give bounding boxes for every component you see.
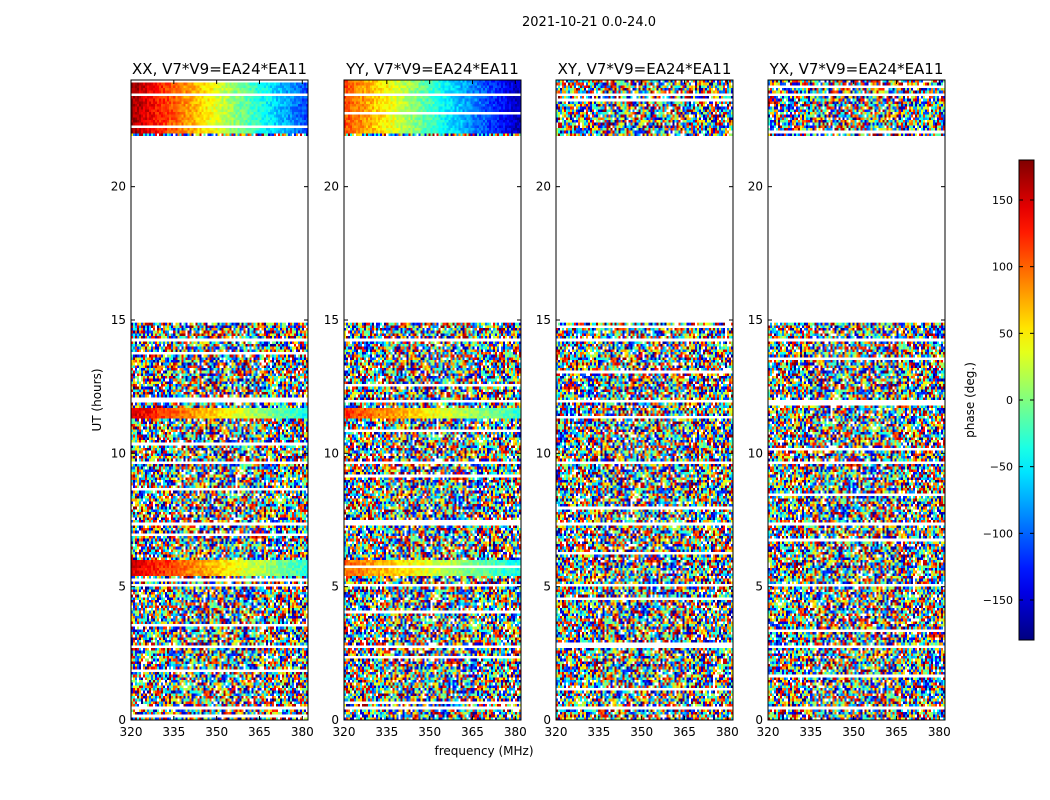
y-tick-label: 20 [324, 180, 339, 194]
y-tick-label: 0 [118, 713, 126, 727]
x-tick-label: 320 [120, 725, 143, 739]
axes-frame [555, 79, 734, 721]
x-axis-label: frequency (MHz) [434, 744, 533, 758]
x-tick-label: 335 [587, 725, 610, 739]
y-tick-label: 10 [111, 446, 126, 460]
x-tick-label: 320 [333, 725, 356, 739]
y-tick-label: 20 [111, 180, 126, 194]
axes-frame [767, 79, 946, 721]
x-tick-label: 335 [162, 725, 185, 739]
panel-title: YX, V7*V9=EA24*EA11 [769, 60, 944, 78]
y-tick-label: 5 [331, 580, 339, 594]
panel-title: XY, V7*V9=EA24*EA11 [558, 60, 732, 78]
x-tick-label: 350 [205, 725, 228, 739]
colorbar-tick-label: 150 [992, 194, 1013, 207]
colorbar-tick-label: 100 [992, 261, 1013, 274]
x-tick-label: 380 [716, 725, 739, 739]
axes-frame [343, 79, 522, 721]
y-tick-label: 15 [111, 313, 126, 327]
colorbar: −150 −100 −50 0 50 100 150 phase (deg.) [963, 159, 1035, 641]
empty-region [131, 136, 308, 323]
y-tick-label: 10 [536, 446, 551, 460]
y-tick-label: 15 [536, 313, 551, 327]
axes-frame [130, 79, 309, 721]
colorbar-tick-label: −50 [990, 461, 1013, 474]
x-tick-label: 335 [799, 725, 822, 739]
y-tick-label: 10 [748, 446, 763, 460]
panel-title: XX, V7*V9=EA24*EA11 [132, 60, 307, 78]
colorbar-tick-label: 0 [1006, 394, 1013, 407]
panel-4: YX, V7*V9=EA24*EA11 320 335 350 365 380 0 5 10 15… [748, 60, 951, 739]
panel-title: YY, V7*V9=EA24*EA11 [345, 60, 519, 78]
x-tick-label: 380 [504, 725, 527, 739]
y-tick-label: 15 [324, 313, 339, 327]
x-tick-label: 335 [375, 725, 398, 739]
x-tick-label: 365 [673, 725, 696, 739]
y-tick-label: 10 [324, 446, 339, 460]
colorbar-tick-label: −150 [983, 594, 1013, 607]
panel-2: YY, V7*V9=EA24*EA11 320 335 350 365 380 0 5 10 15… [324, 60, 527, 739]
colorbar-tick-label: 50 [999, 327, 1013, 340]
y-tick-label: 0 [543, 713, 551, 727]
x-tick-label: 380 [291, 725, 314, 739]
x-tick-label: 350 [630, 725, 653, 739]
empty-region [768, 136, 945, 323]
y-tick-label: 0 [331, 713, 339, 727]
y-tick-label: 5 [543, 580, 551, 594]
panel-1: XX, V7*V9=EA24*EA11 320 335 350 365 380 0 5 10 15… [111, 60, 314, 739]
colorbar-tick-label: −100 [983, 527, 1013, 540]
x-tick-label: 380 [928, 725, 951, 739]
y-tick-label: 20 [748, 180, 763, 194]
colorbar-label: phase (deg.) [963, 362, 977, 438]
x-tick-label: 365 [461, 725, 484, 739]
y-tick-label: 15 [748, 313, 763, 327]
panel-3: XY, V7*V9=EA24*EA11 320 335 350 365 380 0 5 10 15… [536, 60, 739, 739]
x-tick-label: 350 [418, 725, 441, 739]
y-tick-label: 5 [755, 580, 763, 594]
x-tick-label: 365 [248, 725, 271, 739]
y-tick-label: 5 [118, 580, 126, 594]
figure-suptitle: 2021-10-21 0.0-24.0 [522, 15, 656, 30]
y-tick-label: 20 [536, 180, 551, 194]
y-axis-label: UT (hours) [90, 368, 104, 431]
x-tick-label: 365 [885, 725, 908, 739]
x-tick-label: 320 [545, 725, 568, 739]
y-tick-label: 0 [755, 713, 763, 727]
x-tick-label: 320 [757, 725, 780, 739]
empty-region [556, 136, 733, 323]
empty-region [344, 136, 521, 323]
panels: XX, V7*V9=EA24*EA11 320 335 350 365 380 0 5 10 15… [111, 60, 951, 739]
x-tick-label: 350 [842, 725, 865, 739]
